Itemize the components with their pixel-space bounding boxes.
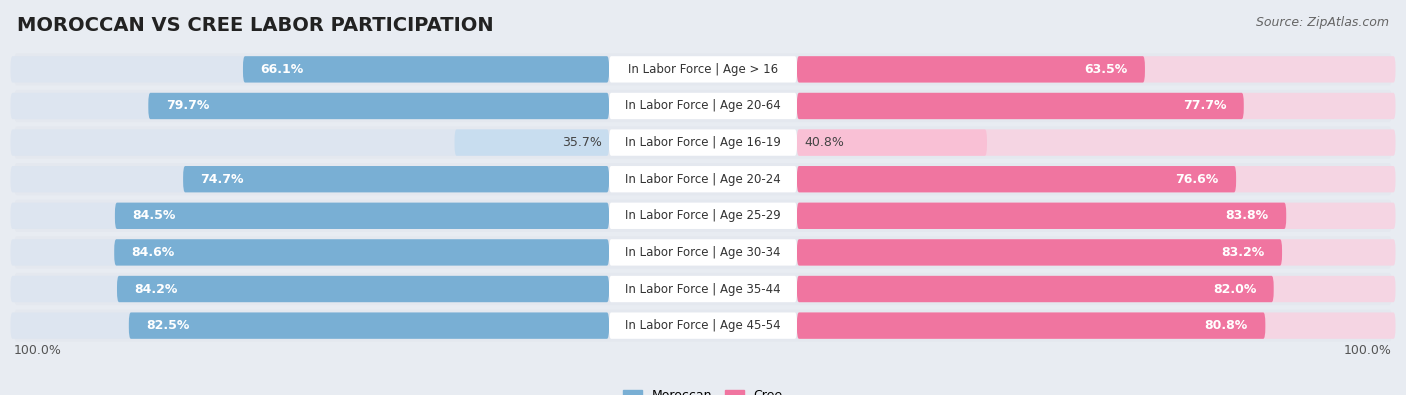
FancyBboxPatch shape: [10, 203, 609, 229]
Text: 84.2%: 84.2%: [135, 282, 177, 295]
Text: In Labor Force | Age 20-24: In Labor Force | Age 20-24: [626, 173, 780, 186]
Text: In Labor Force | Age 35-44: In Labor Force | Age 35-44: [626, 282, 780, 295]
Text: Source: ZipAtlas.com: Source: ZipAtlas.com: [1256, 16, 1389, 29]
FancyBboxPatch shape: [797, 312, 1265, 339]
Text: 76.6%: 76.6%: [1175, 173, 1219, 186]
FancyBboxPatch shape: [183, 166, 609, 192]
Text: 100.0%: 100.0%: [14, 344, 62, 357]
Text: MOROCCAN VS CREE LABOR PARTICIPATION: MOROCCAN VS CREE LABOR PARTICIPATION: [17, 16, 494, 35]
FancyBboxPatch shape: [797, 166, 1236, 192]
FancyBboxPatch shape: [797, 56, 1144, 83]
Text: 77.7%: 77.7%: [1182, 100, 1226, 113]
FancyBboxPatch shape: [14, 273, 1392, 305]
Text: 83.2%: 83.2%: [1222, 246, 1264, 259]
FancyBboxPatch shape: [609, 276, 797, 302]
FancyBboxPatch shape: [797, 239, 1396, 265]
Text: 66.1%: 66.1%: [260, 63, 304, 76]
FancyBboxPatch shape: [10, 56, 609, 83]
FancyBboxPatch shape: [117, 276, 609, 302]
FancyBboxPatch shape: [609, 166, 797, 192]
FancyBboxPatch shape: [797, 93, 1396, 119]
FancyBboxPatch shape: [797, 203, 1396, 229]
FancyBboxPatch shape: [609, 203, 797, 229]
Text: In Labor Force | Age 45-54: In Labor Force | Age 45-54: [626, 319, 780, 332]
FancyBboxPatch shape: [797, 312, 1396, 339]
Text: In Labor Force | Age 20-64: In Labor Force | Age 20-64: [626, 100, 780, 113]
FancyBboxPatch shape: [14, 53, 1392, 85]
Text: In Labor Force | Age > 16: In Labor Force | Age > 16: [628, 63, 778, 76]
Text: 74.7%: 74.7%: [201, 173, 245, 186]
FancyBboxPatch shape: [10, 276, 609, 302]
Text: 83.8%: 83.8%: [1226, 209, 1268, 222]
FancyBboxPatch shape: [797, 276, 1396, 302]
FancyBboxPatch shape: [797, 130, 1396, 156]
FancyBboxPatch shape: [797, 239, 1282, 265]
FancyBboxPatch shape: [115, 203, 609, 229]
FancyBboxPatch shape: [797, 166, 1396, 192]
FancyBboxPatch shape: [609, 239, 797, 265]
Text: 84.5%: 84.5%: [132, 209, 176, 222]
FancyBboxPatch shape: [148, 93, 609, 119]
Text: 79.7%: 79.7%: [166, 100, 209, 113]
FancyBboxPatch shape: [797, 93, 1244, 119]
FancyBboxPatch shape: [14, 236, 1392, 269]
Legend: Moroccan, Cree: Moroccan, Cree: [619, 384, 787, 395]
FancyBboxPatch shape: [609, 312, 797, 339]
FancyBboxPatch shape: [243, 56, 609, 83]
Text: 100.0%: 100.0%: [1344, 344, 1392, 357]
FancyBboxPatch shape: [129, 312, 609, 339]
FancyBboxPatch shape: [797, 276, 1274, 302]
FancyBboxPatch shape: [14, 310, 1392, 342]
FancyBboxPatch shape: [454, 130, 609, 156]
FancyBboxPatch shape: [14, 126, 1392, 159]
FancyBboxPatch shape: [10, 239, 609, 265]
FancyBboxPatch shape: [114, 239, 609, 265]
Text: 40.8%: 40.8%: [804, 136, 844, 149]
Text: 63.5%: 63.5%: [1084, 63, 1128, 76]
FancyBboxPatch shape: [10, 166, 609, 192]
Text: In Labor Force | Age 25-29: In Labor Force | Age 25-29: [626, 209, 780, 222]
FancyBboxPatch shape: [609, 56, 797, 83]
FancyBboxPatch shape: [797, 130, 987, 156]
FancyBboxPatch shape: [14, 200, 1392, 232]
Text: In Labor Force | Age 16-19: In Labor Force | Age 16-19: [626, 136, 780, 149]
Text: 35.7%: 35.7%: [562, 136, 602, 149]
FancyBboxPatch shape: [10, 93, 609, 119]
Text: 80.8%: 80.8%: [1205, 319, 1249, 332]
FancyBboxPatch shape: [797, 203, 1286, 229]
FancyBboxPatch shape: [10, 312, 609, 339]
Text: 82.5%: 82.5%: [146, 319, 190, 332]
FancyBboxPatch shape: [10, 130, 609, 156]
Text: 84.6%: 84.6%: [132, 246, 174, 259]
FancyBboxPatch shape: [14, 163, 1392, 195]
FancyBboxPatch shape: [14, 90, 1392, 122]
Text: In Labor Force | Age 30-34: In Labor Force | Age 30-34: [626, 246, 780, 259]
FancyBboxPatch shape: [609, 130, 797, 156]
FancyBboxPatch shape: [797, 56, 1396, 83]
Text: 82.0%: 82.0%: [1213, 282, 1257, 295]
FancyBboxPatch shape: [609, 93, 797, 119]
